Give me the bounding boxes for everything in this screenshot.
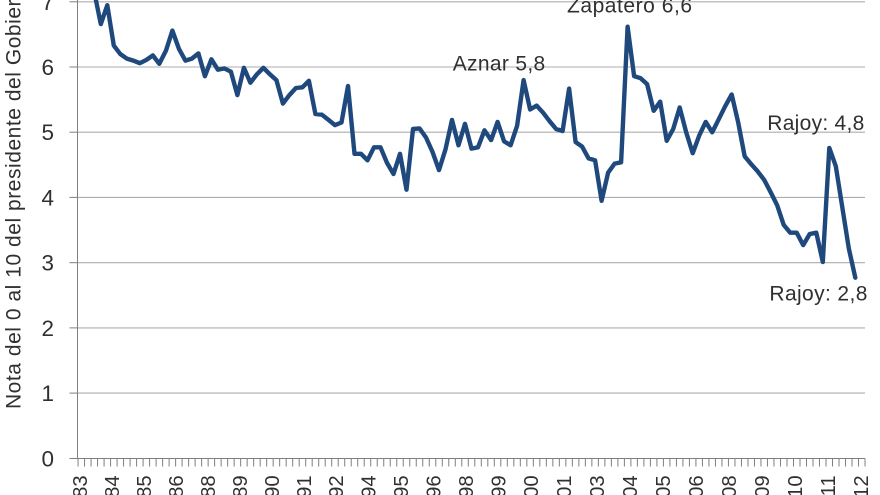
svg-text:83: 83 (70, 475, 92, 495)
svg-text:00: 00 (521, 475, 543, 495)
svg-text:99: 99 (488, 475, 510, 495)
svg-text:90: 90 (262, 475, 284, 495)
svg-text:10: 10 (785, 475, 807, 495)
svg-text:5: 5 (41, 120, 54, 145)
svg-text:94: 94 (359, 475, 381, 495)
svg-text:89: 89 (230, 475, 252, 495)
svg-text:7: 7 (41, 0, 54, 15)
svg-text:4: 4 (41, 185, 54, 210)
svg-text:2: 2 (41, 316, 54, 341)
svg-text:11: 11 (818, 475, 840, 495)
svg-text:Zapatero 6,6: Zapatero 6,6 (567, 0, 692, 18)
svg-text:01: 01 (554, 475, 576, 495)
svg-text:Rajoy: 2,8: Rajoy: 2,8 (769, 282, 867, 305)
svg-text:86: 86 (166, 475, 188, 495)
svg-text:0: 0 (41, 447, 54, 472)
svg-text:6: 6 (41, 55, 54, 80)
svg-text:3: 3 (41, 251, 54, 276)
svg-text:04: 04 (620, 475, 642, 495)
svg-text:Nota del 0 al 10 del president: Nota del 0 al 10 del presidente del Gobi… (3, 0, 26, 409)
svg-text:84: 84 (102, 475, 124, 495)
svg-text:09: 09 (752, 475, 774, 495)
svg-text:95: 95 (391, 475, 413, 495)
svg-text:Aznar 5,8: Aznar 5,8 (453, 53, 546, 76)
svg-text:98: 98 (456, 475, 478, 495)
svg-text:1: 1 (41, 381, 54, 406)
svg-text:85: 85 (134, 475, 156, 495)
svg-text:03: 03 (587, 475, 609, 495)
svg-text:88: 88 (198, 475, 220, 495)
svg-text:06: 06 (686, 475, 708, 495)
svg-text:12: 12 (851, 475, 873, 495)
svg-text:08: 08 (719, 475, 741, 495)
svg-text:Rajoy: 4,8: Rajoy: 4,8 (767, 112, 864, 135)
svg-text:91: 91 (294, 475, 316, 495)
svg-text:96: 96 (424, 475, 446, 495)
svg-text:05: 05 (653, 475, 675, 495)
svg-text:92: 92 (326, 475, 348, 495)
